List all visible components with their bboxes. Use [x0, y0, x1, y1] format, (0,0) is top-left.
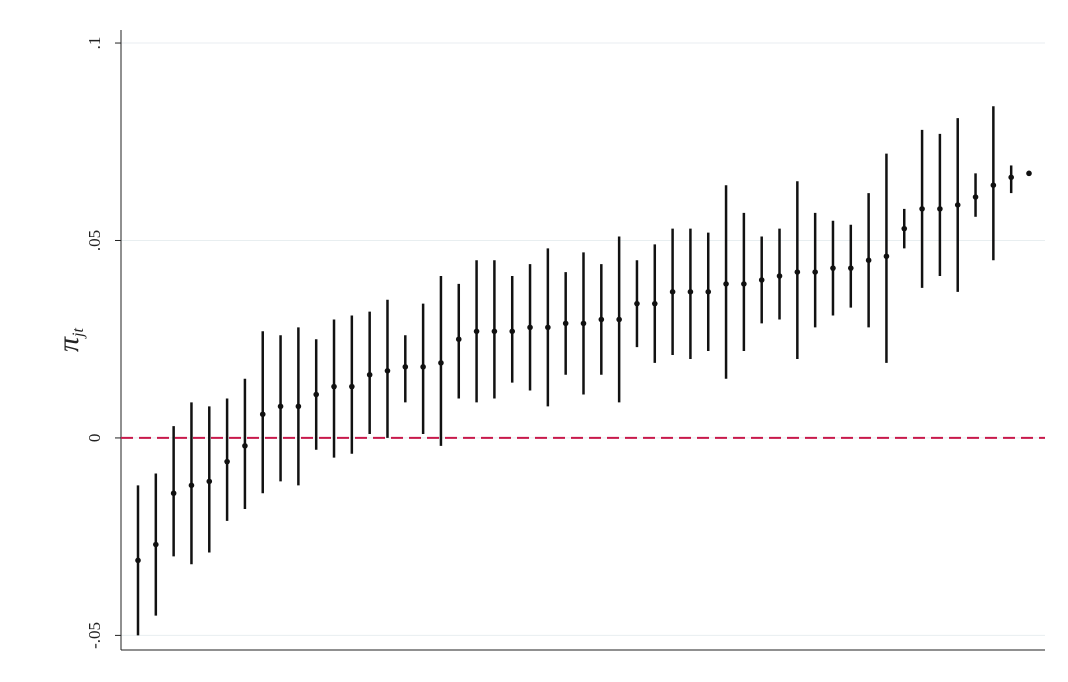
point: [741, 281, 747, 287]
point: [295, 403, 302, 410]
point: [420, 364, 426, 370]
point: [723, 281, 729, 287]
point: [206, 478, 213, 485]
point: [331, 383, 337, 390]
point: [865, 257, 872, 264]
point: [277, 403, 284, 410]
point: [669, 289, 676, 295]
point: [919, 206, 925, 212]
point: [242, 443, 248, 449]
point: [812, 269, 818, 275]
point: [473, 328, 480, 335]
point: [598, 316, 605, 323]
point: [758, 277, 765, 283]
point: [580, 320, 587, 327]
point: [651, 300, 658, 307]
y-label-sub: jt: [70, 327, 87, 338]
point: [259, 411, 266, 418]
point: [153, 541, 159, 548]
point: [224, 458, 230, 465]
y-tick-label: 0: [85, 434, 104, 443]
point: [455, 336, 462, 343]
point: [794, 269, 801, 275]
point: [438, 360, 444, 366]
point: [1008, 174, 1014, 181]
y-tick-label: .1: [85, 37, 104, 50]
point: [170, 490, 177, 497]
point: [883, 253, 890, 260]
point: [545, 324, 551, 331]
point: [937, 206, 943, 212]
y-tick-label: .05: [85, 230, 104, 251]
point: [954, 202, 961, 208]
point: [972, 194, 979, 200]
y-label-main: π: [52, 336, 85, 352]
point: [366, 371, 373, 378]
point: [776, 273, 783, 279]
point: [616, 316, 622, 323]
point: [1026, 170, 1032, 177]
point: [901, 225, 908, 232]
point: [562, 320, 569, 327]
point: [634, 300, 640, 307]
point: [313, 391, 320, 398]
point: [384, 368, 391, 374]
y-tick-label: -.05: [85, 622, 104, 649]
y-axis-label: πjt: [52, 327, 87, 351]
point: [402, 364, 409, 370]
point: [509, 328, 516, 335]
point: [990, 182, 997, 188]
point: [527, 324, 533, 331]
point: [687, 289, 694, 295]
point: [848, 265, 854, 271]
point: [349, 383, 355, 390]
point: [491, 328, 498, 335]
point: [705, 289, 712, 295]
point: [830, 265, 836, 271]
point: [188, 482, 195, 489]
point: [135, 557, 141, 564]
